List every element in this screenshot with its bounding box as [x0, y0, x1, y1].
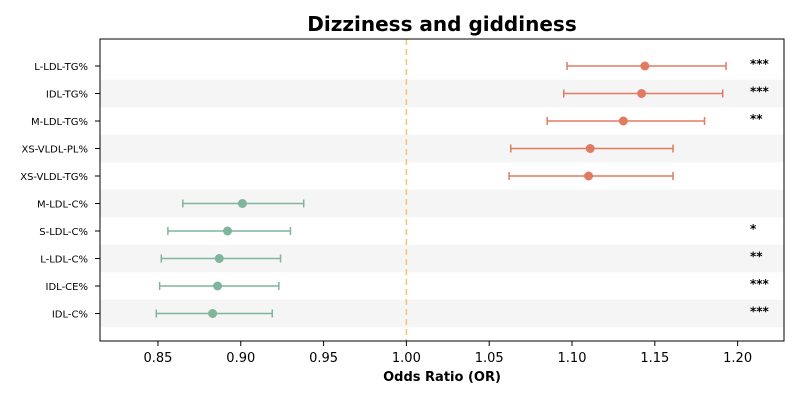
estimate-point — [208, 309, 218, 318]
x-tick-label: 0.85 — [143, 351, 172, 366]
x-tick-label: 1.05 — [475, 351, 504, 366]
category-label: IDL-TG% — [46, 90, 88, 101]
x-tick-label: 1.00 — [392, 351, 421, 366]
chart-title: Dizziness and giddiness — [307, 12, 576, 36]
plot-frame — [99, 38, 785, 342]
x-axis-ticks: 0.85 0.90 0.95 1.00 1.05 1.10 1.15 1.20 — [143, 341, 752, 366]
estimate-point — [585, 144, 595, 153]
estimate-point — [223, 226, 233, 236]
estimate-point — [637, 89, 647, 98]
x-tick-label: 0.95 — [309, 351, 338, 366]
significance-label: *** — [750, 57, 770, 71]
significance-label: *** — [750, 305, 770, 319]
x-tick-label: 0.90 — [226, 351, 255, 366]
estimate-point — [584, 171, 594, 181]
x-tick-label: 1.15 — [640, 351, 669, 366]
significance-label: * — [750, 222, 757, 236]
category-label: IDL-CE% — [46, 282, 88, 293]
category-labels: L-LDL-TG% IDL-TG% M-LDL-TG% XS-VLDL-PL% XS-V… — [20, 62, 100, 321]
category-label: L-LDL-C% — [40, 255, 88, 266]
category-label: M-LDL-C% — [37, 200, 88, 211]
row-band — [100, 134, 784, 163]
significance-label: *** — [750, 85, 770, 99]
x-tick-label: 1.20 — [723, 351, 752, 366]
category-label: M-LDL-TG% — [31, 117, 88, 128]
category-label: XS-VLDL-TG% — [20, 172, 88, 183]
category-label: S-LDL-C% — [39, 227, 88, 238]
x-tick-label: 1.10 — [558, 351, 587, 366]
significance-label: *** — [750, 277, 770, 291]
significance-labels: ***************** — [750, 57, 770, 319]
category-label: L-LDL-TG% — [34, 62, 88, 73]
x-axis-label: Odds Ratio (OR) — [383, 370, 501, 385]
category-label: XS-VLDL-PL% — [22, 145, 88, 156]
estimate-point — [213, 281, 223, 291]
estimate-point — [618, 116, 628, 126]
estimate-points — [208, 61, 650, 318]
significance-label: ** — [750, 112, 763, 126]
estimate-point — [640, 61, 650, 71]
category-label: IDL-C% — [52, 310, 88, 321]
estimate-point — [214, 254, 224, 263]
significance-label: ** — [750, 250, 763, 264]
estimate-point — [237, 199, 247, 208]
